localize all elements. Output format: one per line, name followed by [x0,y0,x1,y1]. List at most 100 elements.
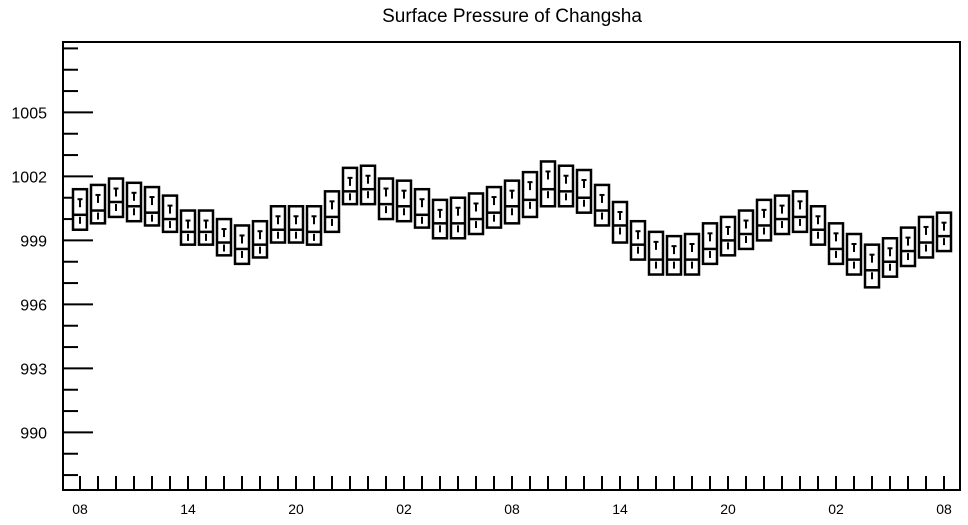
box [269,205,287,244]
chart-title: Surface Pressure of Changsha [382,6,642,27]
x-tick-label: 08 [504,501,520,517]
box [773,194,791,236]
box-body [881,237,899,278]
box-body [593,183,611,227]
box [935,211,953,253]
box [215,217,233,257]
box-body [251,219,269,259]
plot-frame [62,41,961,491]
box [863,243,881,289]
y-axis: 990 993 996 999 1002 1005 [11,47,93,477]
box-body [863,243,881,289]
box-body [413,187,431,229]
box-body [287,205,305,244]
box-body [323,190,341,234]
box [503,179,521,225]
box-body [773,194,791,236]
x-tick-label: 14 [180,501,196,517]
x-tick-label: 02 [828,501,844,517]
box-body [269,205,287,244]
box [557,164,575,208]
box-body [431,198,449,240]
box [755,198,773,242]
box-body [701,222,719,266]
box [683,232,701,276]
box-body [737,209,755,251]
box-body [539,160,557,208]
box-body [575,168,593,214]
box [251,219,269,259]
box [521,170,539,219]
box [449,196,467,240]
box-body [557,164,575,208]
box-body [377,177,395,221]
box [323,190,341,234]
x-tick-label: 02 [396,501,412,517]
box-body [341,166,359,206]
box [737,209,755,251]
x-tick-label: 08 [936,501,952,517]
box-body [611,200,629,244]
box-body [89,183,107,225]
box-body [503,179,521,225]
box-body [755,198,773,242]
box-body [845,232,863,276]
box [71,187,89,231]
x-tick-label: 08 [72,501,88,517]
box [719,215,737,257]
box-body [917,215,935,259]
box-body [233,224,251,266]
box [845,232,863,276]
box [89,183,107,225]
box-body [143,185,161,227]
box [809,205,827,246]
box-body [827,222,845,266]
box [827,222,845,266]
box-body [719,215,737,257]
box [917,215,935,259]
box [881,237,899,278]
box-body [161,194,179,234]
box [143,185,161,227]
box [305,205,323,246]
box [791,190,809,234]
y-tick-label: 1005 [11,105,47,122]
box [233,224,251,266]
y-tick-label: 990 [20,425,47,442]
box [179,209,197,246]
box-body [935,211,953,253]
box [467,192,485,236]
box-body [467,192,485,236]
box [575,168,593,214]
box [539,160,557,208]
box-body [395,179,413,223]
box-body [485,185,503,229]
y-tick-label: 993 [20,361,47,378]
y-tick-label: 1002 [11,169,47,186]
box-series [71,160,953,289]
x-axis: 08 14 20 02 08 14 20 02 08 [72,476,952,517]
box-body [521,170,539,219]
box [665,234,683,276]
box-body [107,177,125,219]
y-tick-label: 996 [20,297,47,314]
box-body [899,226,917,268]
box [341,166,359,206]
box [107,177,125,219]
box [287,205,305,244]
box-body [125,181,143,223]
box [701,222,719,266]
box [593,183,611,227]
box [629,219,647,261]
box-body [665,234,683,276]
box [899,226,917,268]
box-body [215,217,233,257]
box-body [683,232,701,276]
box [161,194,179,234]
x-tick-label: 14 [612,501,628,517]
box [359,164,377,206]
box [377,177,395,221]
box [485,185,503,229]
box-body [305,205,323,246]
